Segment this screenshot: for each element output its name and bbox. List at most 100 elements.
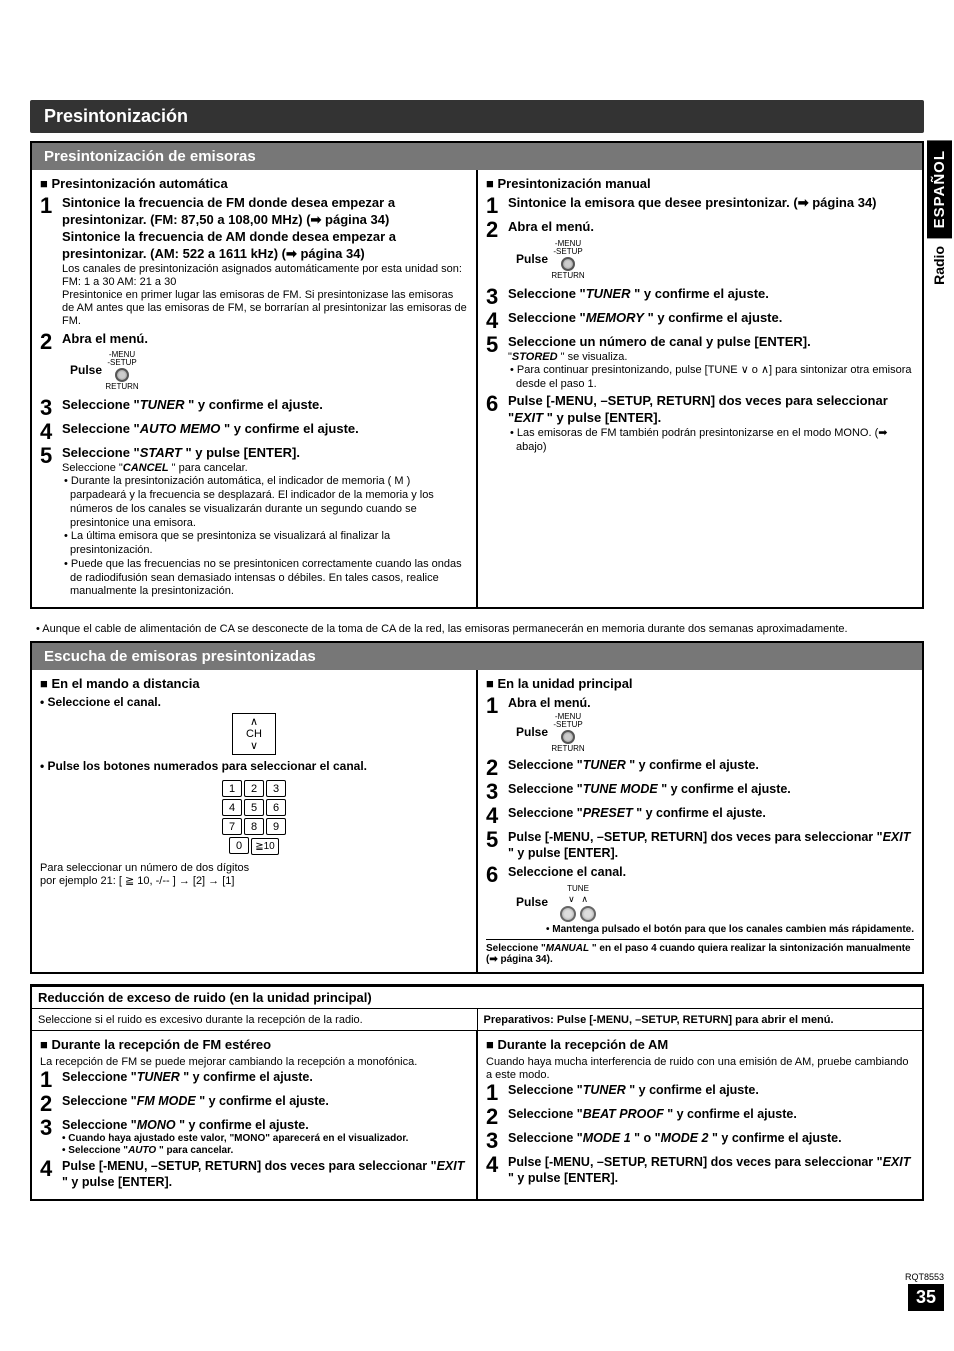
text: Sintonice la frecuencia de FM donde dese…: [62, 195, 395, 227]
step-num: 1: [486, 1082, 508, 1104]
t: " y confirme el ajuste.: [664, 1107, 797, 1121]
step-num: 4: [40, 1158, 62, 1191]
t: TUNE MODE: [583, 782, 658, 796]
text: -SETUP: [553, 247, 582, 256]
t: " y confirme el ajuste.: [180, 1070, 313, 1084]
t: Seleccione ": [62, 421, 140, 436]
bullet: • Durante la presintonización automática…: [62, 475, 468, 530]
step-num: 2: [40, 1093, 62, 1115]
text: La recepción de FM se puede mejorar camb…: [40, 1056, 468, 1069]
step-num: 2: [486, 1106, 508, 1128]
t: Seleccione ": [62, 1094, 137, 1108]
main-unit-col: En la unidad principal 1 Abra el menú. P…: [476, 670, 922, 972]
t: " y confirme el ajuste.: [626, 758, 759, 772]
t: START: [140, 445, 182, 460]
step-num: 4: [40, 421, 62, 443]
side-lang: ESPAÑOL: [927, 140, 952, 238]
t: " y confirme el ajuste.: [184, 397, 322, 412]
side-section: Radio: [929, 238, 949, 293]
side-tab: ESPAÑOL Radio: [924, 140, 954, 310]
step-body: Seleccione el canal. Pulse TUNE ∨ ∧ • Ma…: [508, 864, 914, 936]
text: RETURN: [551, 744, 584, 753]
step-body: Seleccione "MONO " y confirme el ajuste.…: [62, 1117, 468, 1156]
t: • Seleccione ": [62, 1145, 128, 1156]
doc-code: RQT8553: [905, 1272, 944, 1282]
intro-right: Preparativos: Pulse [-MENU, –SETUP, RETU…: [477, 1009, 923, 1030]
step-body: Seleccione "TUNER " y confirme el ajuste…: [62, 397, 468, 419]
t: " o ": [631, 1131, 661, 1145]
main-unit-title: En la unidad principal: [486, 676, 914, 691]
step-num: 1: [486, 695, 508, 755]
step-body: Abra el menú. Pulse -MENU -SETUP RETURN: [62, 331, 468, 396]
t: MODE 1: [583, 1131, 631, 1145]
t: " y confirme el ajuste.: [633, 806, 766, 820]
text: RETURN: [551, 271, 584, 280]
step-num: 6: [486, 864, 508, 936]
step-body: Pulse [-MENU, –SETUP, RETURN] dos veces …: [508, 829, 914, 862]
t: " y confirme el ajuste.: [644, 310, 782, 325]
t: Pulse [-MENU, –SETUP, RETURN] dos veces …: [508, 1155, 883, 1169]
text: Sintonice la frecuencia de AM donde dese…: [62, 229, 396, 261]
step-num: 4: [486, 1154, 508, 1187]
bullet: • Puede que las frecuencias no se presin…: [62, 558, 468, 599]
t: FM MODE: [137, 1094, 196, 1108]
t: MANUAL: [546, 943, 589, 954]
step-body: Pulse [-MENU, –SETUP, RETURN] dos veces …: [508, 393, 914, 454]
t: EXIT: [514, 410, 543, 425]
t: " y pulse [ENTER].: [508, 1171, 618, 1185]
t: AUTO MEMO: [140, 421, 221, 436]
t: EXIT: [883, 1155, 911, 1169]
t: Seleccione ": [508, 758, 583, 772]
persist-note: • Aunque el cable de alimentación de CA …: [30, 619, 924, 641]
page-corner: RQT8553 35: [905, 1272, 944, 1311]
fm-noise-title: Durante la recepción de FM estéreo: [40, 1037, 468, 1052]
t: Pulse [-MENU, –SETUP, RETURN] dos veces …: [62, 1159, 437, 1173]
t: " y confirme el ajuste.: [709, 1131, 842, 1145]
text: • Seleccione el canal.: [40, 695, 468, 709]
t: Seleccione ": [62, 462, 123, 474]
pulse-label: Pulse: [516, 725, 548, 739]
bullet: • La última emisora que se presintoniza …: [62, 530, 468, 558]
text: Cuando haya mucha interferencia de ruido…: [486, 1056, 914, 1082]
text: Abra el menú.: [508, 696, 591, 710]
remote-title: En el mando a distancia: [40, 676, 468, 691]
t: Seleccione ": [62, 397, 140, 412]
step-num: 1: [486, 195, 508, 217]
key-gte10: ≧10: [251, 838, 279, 855]
menu-button-icon: -MENU -SETUP RETURN: [551, 240, 584, 280]
text: por ejemplo 21: [ ≧ 10, -/-- ] → [2] → […: [40, 875, 468, 888]
step-body: Seleccione "TUNE MODE " y confirme el aj…: [508, 781, 914, 803]
step-body: Seleccione "BEAT PROOF " y confirme el a…: [508, 1106, 914, 1128]
step-num: 1: [40, 1069, 62, 1091]
key-3: 3: [266, 780, 286, 797]
text: Los canales de presintonización asignado…: [62, 263, 462, 275]
t: " y confirme el ajuste.: [658, 782, 791, 796]
t: TUNER: [583, 1083, 626, 1097]
t: Seleccione ": [486, 943, 546, 954]
tune-icon: TUNE ∨ ∧: [558, 884, 598, 922]
key-4: 4: [222, 799, 242, 816]
auto-preset-col: Presintonización automática 1 Sintonice …: [32, 170, 476, 607]
step-num: 2: [486, 219, 508, 284]
ch-button-icon: ∧ CH ∨: [232, 713, 276, 755]
step-num: 6: [486, 393, 508, 454]
t: " se visualiza.: [558, 351, 628, 363]
tip-text: • Mantenga pulsado el botón para que los…: [508, 924, 914, 936]
intro-left: Seleccione si el ruido es excesivo duran…: [32, 1009, 477, 1030]
note: • Cuando haya ajustado este valor, "MONO…: [62, 1133, 468, 1145]
t: " para cancelar.: [156, 1145, 233, 1156]
text: Abra el menú.: [62, 331, 148, 346]
key-9: 9: [266, 818, 286, 835]
t: PRESET: [583, 806, 633, 820]
key-0: 0: [229, 837, 249, 854]
step-num: 4: [486, 805, 508, 827]
step-num: 3: [486, 286, 508, 308]
t: TUNER: [137, 1070, 180, 1084]
step-num: 3: [40, 1117, 62, 1156]
step-body: Seleccione "MEMORY " y confirme el ajust…: [508, 310, 914, 332]
t: STORED: [512, 351, 558, 363]
step-num: 2: [486, 757, 508, 779]
step-body: Seleccione "PRESET " y confirme el ajust…: [508, 805, 914, 827]
numpad: 123 456 789 0≧10: [40, 779, 468, 856]
page-number: 35: [908, 1284, 944, 1311]
